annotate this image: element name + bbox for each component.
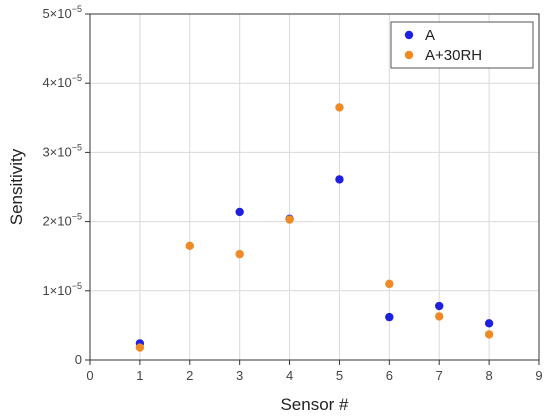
legend-marker bbox=[404, 30, 414, 40]
data-point-a-30rh bbox=[435, 312, 444, 321]
y-tick-label: 3×10−5 bbox=[42, 142, 82, 159]
x-tick-label: 6 bbox=[386, 368, 393, 383]
y-axis-title: Sensitivity bbox=[7, 148, 26, 225]
x-tick-label: 1 bbox=[136, 368, 143, 383]
y-tick-exponent: −5 bbox=[72, 73, 82, 83]
y-tick-mantissa: 4×10 bbox=[42, 75, 71, 90]
legend-label: A+30RH bbox=[425, 47, 482, 64]
data-point-a-30rh bbox=[385, 279, 394, 289]
data-point-a-30rh bbox=[335, 103, 344, 112]
y-tick-label: 1×10−5 bbox=[42, 281, 82, 298]
x-tick-label: 8 bbox=[485, 368, 492, 383]
y-tick-mantissa: 0 bbox=[75, 352, 82, 367]
data-point-a bbox=[435, 301, 444, 311]
y-tick-mantissa: 5×10 bbox=[42, 6, 71, 21]
data-point-a bbox=[335, 175, 344, 184]
legend-label: A bbox=[425, 27, 435, 44]
x-tick-label: 9 bbox=[535, 368, 542, 383]
grid-layer bbox=[90, 14, 539, 360]
data-point-a-30rh bbox=[185, 241, 194, 251]
legend-marker bbox=[404, 50, 414, 60]
data-point-a bbox=[235, 207, 244, 217]
y-tick-label: 5×10−5 bbox=[42, 4, 82, 21]
y-tick-label: 2×10−5 bbox=[42, 212, 82, 229]
data-point-a bbox=[484, 319, 494, 328]
data-point-a-30rh bbox=[135, 343, 145, 352]
x-tick-label: 3 bbox=[236, 368, 243, 383]
y-tick-label: 0 bbox=[75, 352, 82, 367]
y-tick-exponent: −5 bbox=[72, 142, 82, 152]
data-point-a-30rh bbox=[235, 249, 244, 259]
data-point-a bbox=[385, 312, 394, 322]
y-tick-exponent: −5 bbox=[72, 212, 82, 222]
legend-box bbox=[390, 21, 534, 69]
legend: A A+30RH bbox=[390, 21, 534, 69]
y-tick-label: 4×10−5 bbox=[42, 73, 82, 90]
x-tick-label: 7 bbox=[436, 368, 443, 383]
x-tick-label: 0 bbox=[86, 368, 93, 383]
y-tick-exponent: −5 bbox=[72, 4, 82, 14]
x-axis-title: Sensor # bbox=[280, 395, 349, 414]
y-tick-exponent: −5 bbox=[72, 281, 82, 291]
axes-layer: 0 1 2 3 4 5 6 7 8 901×10−52×10−53×10−54×10−55×10−… bbox=[42, 4, 542, 383]
data-point-a-30rh bbox=[484, 330, 494, 339]
x-tick-label: 2 bbox=[186, 368, 193, 383]
x-tick-label: 4 bbox=[286, 368, 293, 383]
y-tick-mantissa: 2×10 bbox=[42, 214, 71, 229]
y-tick-mantissa: 3×10 bbox=[42, 144, 71, 159]
y-tick-mantissa: 1×10 bbox=[42, 283, 71, 298]
marks-layer bbox=[135, 103, 494, 352]
data-point-a-30rh bbox=[285, 215, 294, 224]
plot-frame bbox=[89, 13, 540, 361]
x-tick-label: 5 bbox=[336, 368, 343, 383]
